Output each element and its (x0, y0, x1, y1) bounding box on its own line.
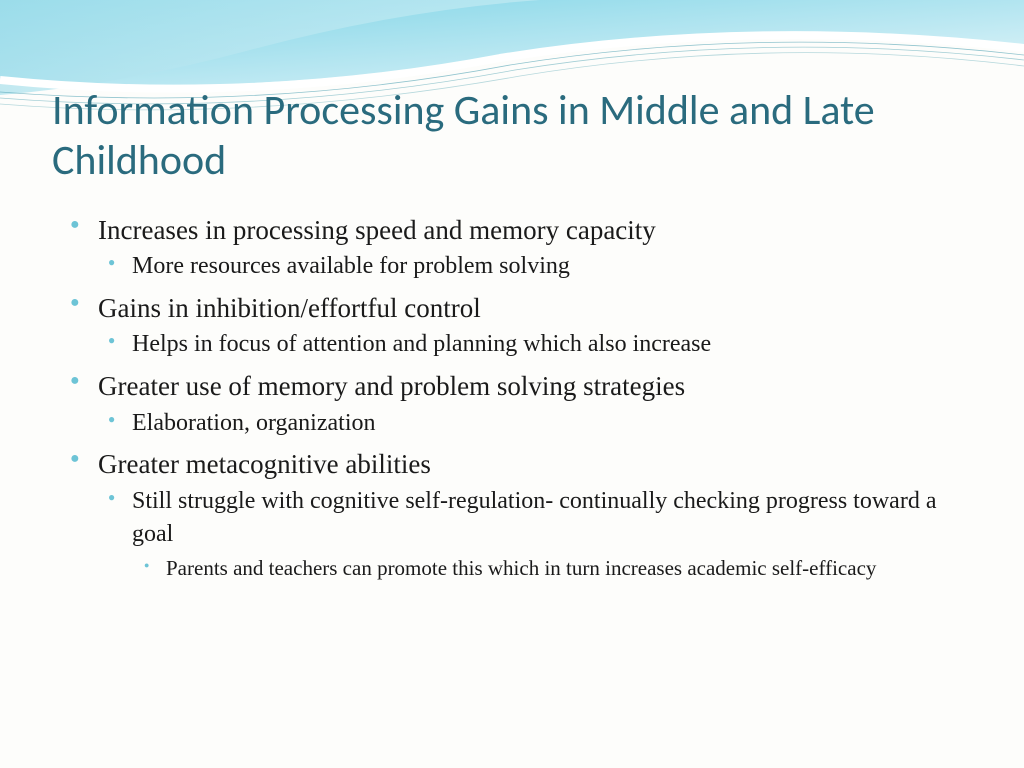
list-item: Still struggle with cognitive self-regul… (98, 485, 972, 584)
bullet-text: Greater metacognitive abilities (98, 449, 431, 479)
bullet-text: Helps in focus of attention and planning… (132, 331, 711, 357)
slide-title: Information Processing Gains in Middle a… (52, 86, 972, 187)
list-item: Increases in processing speed and memory… (64, 212, 972, 284)
bullet-text: Parents and teachers can promote this wh… (166, 556, 876, 580)
bullet-list-level1: Increases in processing speed and memory… (64, 212, 972, 583)
bullet-text: Gains in inhibition/effortful control (98, 293, 481, 323)
list-item: More resources available for problem sol… (98, 250, 972, 284)
bullet-text: Increases in processing speed and memory… (98, 215, 656, 245)
list-item: Helps in focus of attention and planning… (98, 328, 972, 362)
bullet-text: More resources available for problem sol… (132, 253, 570, 279)
list-item: Parents and teachers can promote this wh… (132, 554, 972, 583)
list-item: Greater use of memory and problem solvin… (64, 368, 972, 440)
bullet-text: Greater use of memory and problem solvin… (98, 371, 685, 401)
list-item: Elaboration, organization (98, 407, 972, 441)
bullet-text: Elaboration, organization (132, 410, 375, 436)
bullet-list-level3: Parents and teachers can promote this wh… (132, 554, 972, 583)
list-item: Gains in inhibition/effortful control He… (64, 290, 972, 362)
slide-content: Increases in processing speed and memory… (64, 212, 972, 589)
bullet-list-level2: Helps in focus of attention and planning… (98, 328, 972, 362)
bullet-list-level2: More resources available for problem sol… (98, 250, 972, 284)
bullet-list-level2: Still struggle with cognitive self-regul… (98, 485, 972, 584)
bullet-text: Still struggle with cognitive self-regul… (132, 488, 936, 548)
list-item: Greater metacognitive abilities Still st… (64, 446, 972, 583)
bullet-list-level2: Elaboration, organization (98, 407, 972, 441)
